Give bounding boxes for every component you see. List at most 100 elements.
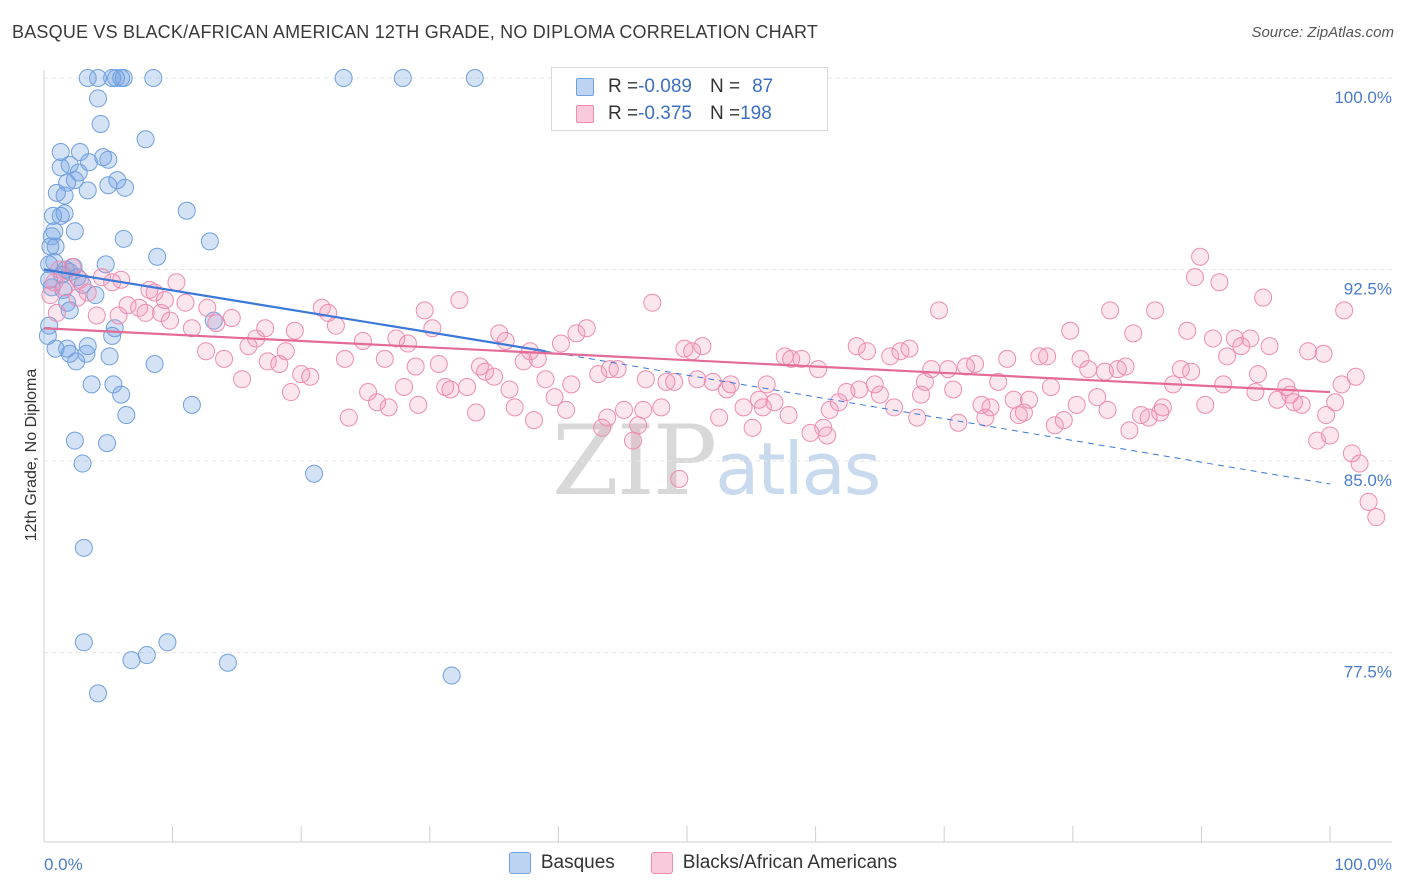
basques-point	[78, 181, 97, 200]
basques-point	[104, 375, 123, 394]
basques-point	[98, 434, 117, 453]
basques-point	[103, 326, 122, 345]
blacks-point	[1030, 347, 1049, 366]
blacks-point	[1346, 367, 1365, 386]
legend-n-value: 198	[740, 103, 772, 124]
blacks-point	[734, 398, 753, 417]
basques-point	[77, 344, 96, 363]
basques-point	[122, 651, 141, 670]
basques-point	[182, 395, 201, 414]
blacks-point	[485, 367, 504, 386]
basques-point	[94, 148, 113, 167]
blacks-point	[182, 319, 201, 338]
legend-n-label: N =	[709, 76, 741, 97]
basques-point	[73, 454, 92, 473]
blacks-point	[1185, 268, 1204, 287]
blacks-point	[820, 400, 839, 419]
blacks-point	[1054, 411, 1073, 430]
legend-item-blacks[interactable]: Blacks/African Americans	[650, 852, 897, 874]
basques-point	[42, 278, 61, 297]
y-tick-label: 85.0%	[1344, 471, 1392, 490]
blacks-point	[379, 398, 398, 417]
basques-point	[74, 633, 93, 652]
blacks-point	[1120, 421, 1139, 440]
blacks-point	[1232, 337, 1251, 356]
blacks-point	[765, 393, 784, 412]
basques-point	[334, 69, 353, 87]
blacks-point	[1045, 416, 1064, 435]
blacks-point	[470, 357, 489, 376]
blacks-point	[1359, 492, 1378, 511]
blacks-point	[1246, 383, 1265, 402]
blacks-point	[1281, 385, 1300, 404]
x-tick-label-min: 0.0%	[44, 855, 83, 874]
basques-point	[137, 646, 156, 665]
blacks-point	[657, 372, 676, 391]
x-tick-label-max: 100.0%	[1334, 855, 1392, 874]
basques-point	[114, 69, 133, 87]
basques-point	[393, 69, 412, 87]
blacks-point	[1203, 329, 1222, 348]
legend-r-value: -0.089	[638, 76, 692, 97]
stats-legend: R = -0.089 N = 87 R = -0.375 N = 198	[551, 67, 828, 131]
blacks-point	[908, 408, 927, 427]
blacks-point	[285, 321, 304, 340]
blacks-point	[743, 418, 762, 437]
blacks-point	[688, 370, 707, 389]
blacks-point	[930, 301, 949, 320]
basques-point	[55, 186, 74, 205]
basques-point	[74, 538, 93, 557]
chart-title: BASQUE VS BLACK/AFRICAN AMERICAN 12TH GR…	[12, 22, 819, 42]
basques-point	[58, 339, 77, 358]
blacks-point	[301, 367, 320, 386]
blacks-point	[670, 469, 689, 488]
blacks-point	[458, 377, 477, 396]
blacks-point	[757, 375, 776, 394]
legend-item-basques[interactable]: Basques	[508, 852, 615, 874]
basques-point	[44, 206, 63, 225]
blacks-point	[1342, 444, 1361, 463]
blacks-point	[634, 400, 653, 419]
blacks-point	[233, 370, 252, 389]
blacks-point	[1124, 324, 1143, 343]
blacks-point	[359, 383, 378, 402]
basques-trend-line	[43, 268, 546, 353]
blacks-point	[998, 349, 1017, 368]
blacks-point	[161, 311, 180, 330]
blacks-point	[1321, 426, 1339, 445]
blacks-point	[152, 303, 171, 322]
basques-point	[144, 69, 163, 87]
basques-point	[200, 232, 219, 251]
blacks-point	[818, 426, 837, 445]
y-tick-label: 77.5%	[1344, 663, 1392, 682]
blacks-point	[577, 319, 596, 338]
basques-point	[100, 347, 119, 366]
blacks-point	[112, 270, 131, 289]
blacks-trend-line	[43, 327, 1331, 394]
blacks-point	[207, 314, 226, 333]
blacks-point	[551, 334, 570, 353]
basques-point	[116, 178, 135, 197]
blacks-point	[1116, 357, 1135, 376]
blacks-point	[753, 398, 772, 417]
blacks-point	[1041, 377, 1060, 396]
basques-point	[42, 227, 61, 246]
basques-point	[65, 222, 84, 241]
blacks-point	[1009, 406, 1028, 425]
basques-point	[80, 153, 99, 172]
blacks-point	[608, 360, 627, 379]
blacks-point	[1225, 329, 1244, 348]
blacks-point	[1151, 403, 1170, 422]
basques-point	[114, 229, 133, 248]
blacks-point	[167, 273, 186, 292]
blacks-point	[598, 408, 617, 427]
blacks-point	[1178, 321, 1197, 340]
basques-point	[65, 431, 84, 450]
legend-r-value: -0.375	[638, 103, 692, 124]
trend-lines	[43, 268, 1331, 485]
blacks-point	[1326, 393, 1345, 412]
basques-point	[78, 337, 97, 356]
blacks-point	[623, 431, 642, 450]
blacks-point	[281, 383, 300, 402]
blacks-point	[476, 362, 495, 381]
